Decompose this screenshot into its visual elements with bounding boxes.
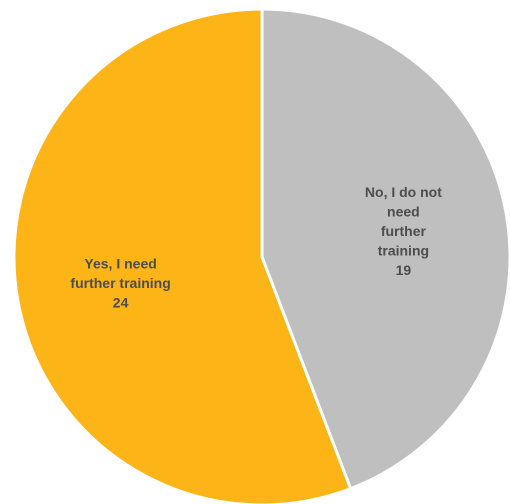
pie-slice-label-0: No, I do not need further training 19 <box>365 184 442 278</box>
pie-slice-category-line: further training <box>70 275 170 291</box>
pie-slice-1 <box>12 7 353 504</box>
pie-slice-category-line: No, I do not <box>365 184 442 200</box>
pie-slice-value: 19 <box>396 262 412 278</box>
pie-slice-value: 24 <box>113 295 129 311</box>
pie-slice-category-line: Yes, I need <box>84 256 156 272</box>
pie-slices <box>12 7 510 504</box>
pie-slice-category-line: need <box>387 203 420 219</box>
pie-slice-category-line: further <box>381 223 427 239</box>
pie-slice-0 <box>260 7 510 491</box>
pie-data-labels: No, I do not need further training 19 Yes, I … <box>70 184 442 311</box>
pie-slice-label-1: Yes, I need further training 24 <box>70 256 170 311</box>
pie-slice-category-line: training <box>378 242 429 258</box>
